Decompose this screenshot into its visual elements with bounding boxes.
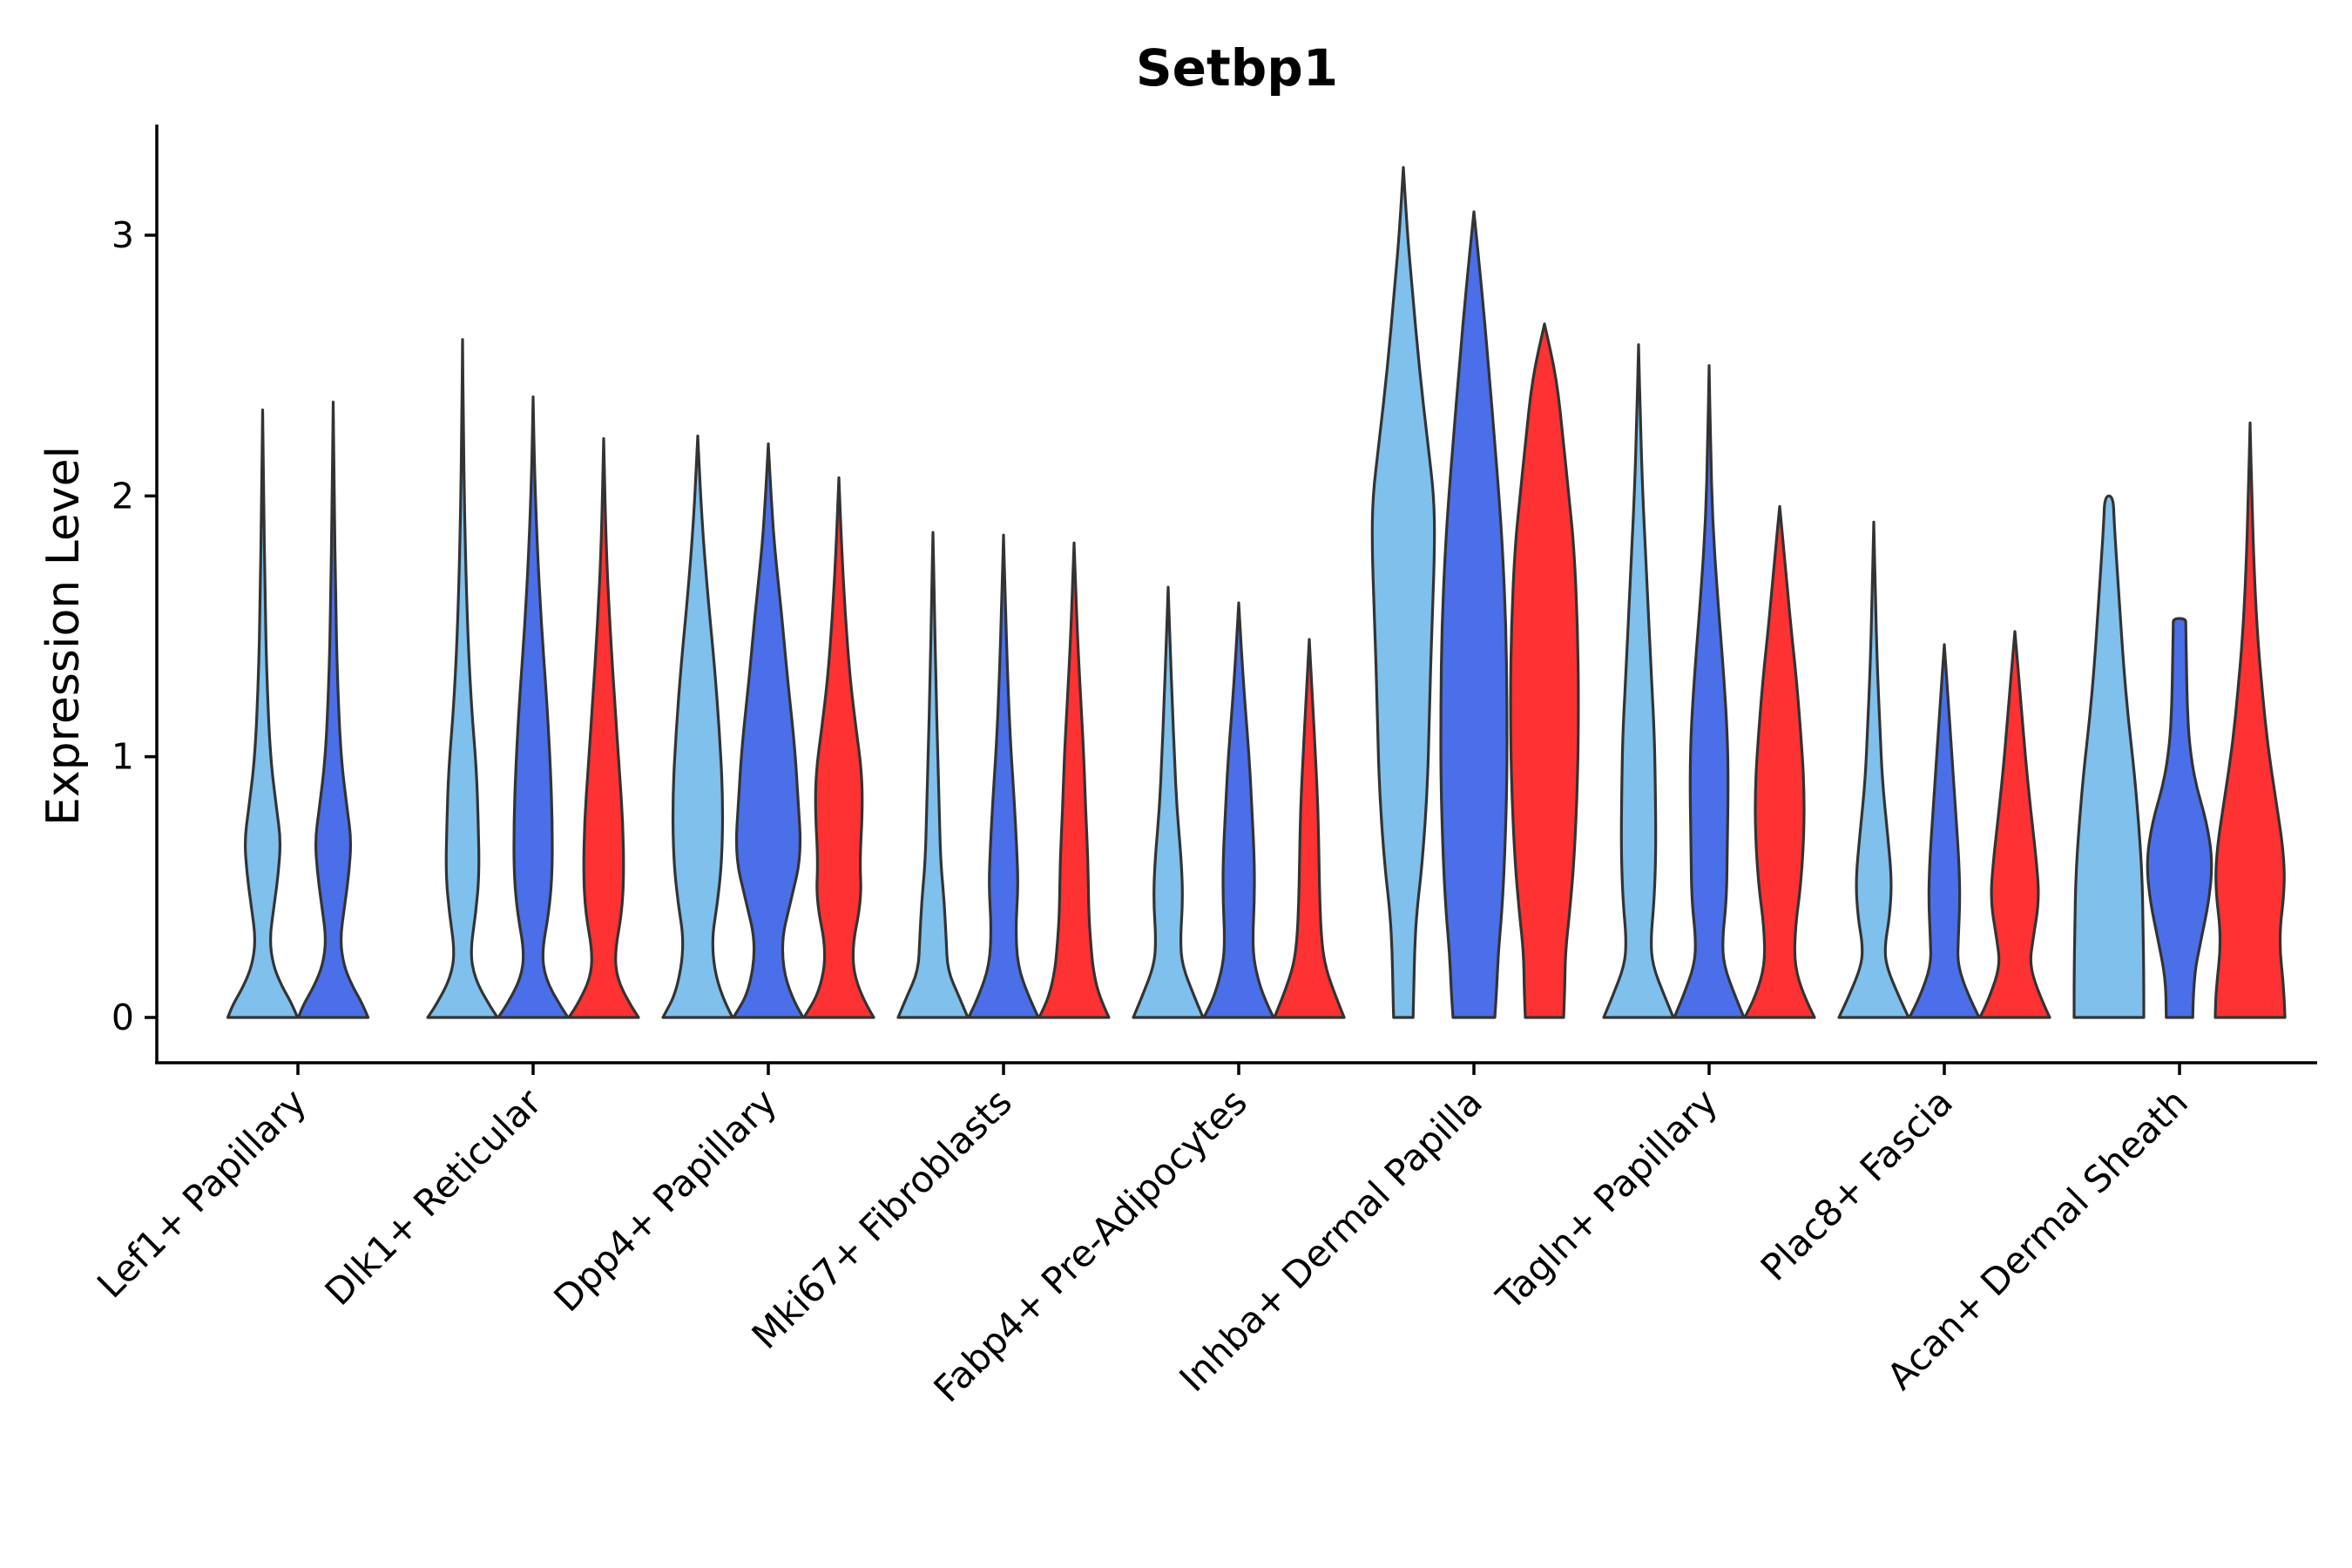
x-tick-label-6: Tagln+ Papillary [1488,1080,1726,1318]
violin-8-0 [2072,494,2146,1019]
x-tick-label-7: Plac8+ Fascia [1753,1080,1961,1288]
violin-2-2 [802,476,875,1019]
violin-3-2 [1037,541,1111,1019]
x-tick-label-3: Mki67+ Fibroblasts [744,1080,1020,1356]
violin-0-1 [296,401,370,1019]
x-tick-label-0: Lef1+ Papillary [89,1080,314,1306]
violin-3-1 [967,533,1040,1019]
x-tick-label-1: Dlk1+ Reticular [317,1080,551,1314]
y-tick-label-0: 0 [112,997,134,1038]
y-tick-label-1: 1 [112,736,134,778]
violin-2-1 [732,442,805,1019]
violin-4-1 [1202,601,1275,1019]
violin-7-0 [1837,520,1910,1019]
violin-5-1 [1439,210,1509,1019]
violin-4-2 [1273,638,1346,1019]
chart-title: Setbp1 [1136,38,1338,98]
y-ticks: 0 1 2 3 [112,214,157,1038]
violin-3-0 [896,531,970,1019]
x-tick-label-2: Dpp4+ Papillary [545,1080,785,1320]
violin-2-0 [661,434,734,1019]
y-tick-label-3: 3 [112,214,134,256]
violin-6-0 [1602,343,1675,1019]
y-axis-label: Expression Level [37,446,90,826]
violin-6-1 [1673,364,1746,1019]
violin-group [226,166,2287,1019]
violin-5-0 [1370,166,1436,1019]
violin-1-0 [426,338,499,1019]
violin-4-0 [1132,585,1205,1019]
violin-5-2 [1509,322,1580,1019]
violin-8-2 [2213,421,2287,1019]
violin-1-1 [497,395,570,1019]
y-tick-label-2: 2 [112,475,134,517]
violin-1-2 [567,436,640,1019]
violin-8-1 [2146,617,2213,1019]
violin-7-1 [1908,643,1981,1019]
violin-0-0 [226,409,300,1019]
violin-6-2 [1743,504,1816,1019]
violin-7-2 [1978,630,2051,1019]
